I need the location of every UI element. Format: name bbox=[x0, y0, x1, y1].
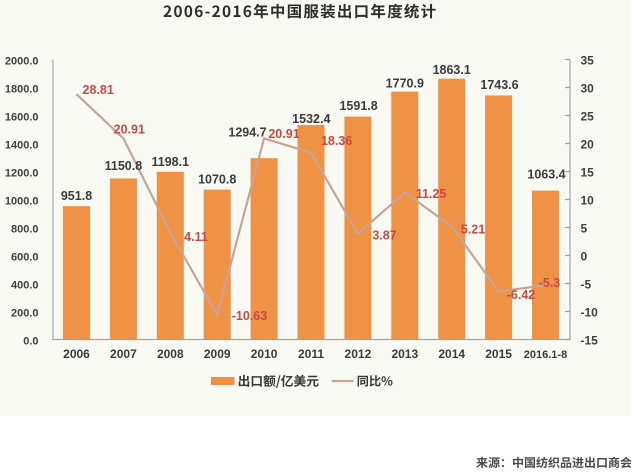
svg-text:800.0: 800.0 bbox=[11, 224, 39, 236]
svg-text:2009: 2009 bbox=[204, 347, 231, 361]
svg-text:1532.4: 1532.4 bbox=[292, 112, 330, 126]
svg-text:2011: 2011 bbox=[298, 347, 324, 361]
svg-text:1150.8: 1150.8 bbox=[105, 159, 143, 173]
svg-text:18.36: 18.36 bbox=[321, 134, 352, 148]
svg-text:1743.6: 1743.6 bbox=[480, 78, 518, 92]
svg-text:-10.63: -10.63 bbox=[232, 309, 267, 323]
svg-text:1600.0: 1600.0 bbox=[5, 112, 39, 124]
svg-text:20.91: 20.91 bbox=[268, 127, 299, 141]
svg-text:30: 30 bbox=[581, 82, 595, 96]
svg-text:5: 5 bbox=[581, 222, 588, 236]
svg-text:1198.1: 1198.1 bbox=[152, 155, 190, 169]
svg-text:2000.0: 2000.0 bbox=[5, 56, 39, 68]
svg-text:11.25: 11.25 bbox=[416, 187, 447, 201]
svg-text:2012: 2012 bbox=[345, 347, 372, 361]
svg-text:-5.3: -5.3 bbox=[539, 276, 561, 290]
svg-text:1294.7: 1294.7 bbox=[228, 126, 266, 140]
svg-text:1800.0: 1800.0 bbox=[5, 84, 39, 96]
svg-text:200.0: 200.0 bbox=[11, 308, 39, 320]
svg-text:400.0: 400.0 bbox=[11, 280, 39, 292]
svg-text:1063.4: 1063.4 bbox=[527, 168, 565, 182]
svg-text:28.81: 28.81 bbox=[83, 83, 114, 97]
svg-text:1070.8: 1070.8 bbox=[198, 173, 236, 187]
svg-text:-5: -5 bbox=[581, 278, 592, 292]
svg-text:0.0: 0.0 bbox=[23, 336, 38, 348]
svg-text:2015: 2015 bbox=[485, 347, 512, 361]
svg-text:2013: 2013 bbox=[391, 347, 418, 361]
svg-text:951.8: 951.8 bbox=[61, 189, 92, 203]
svg-text:1400.0: 1400.0 bbox=[5, 140, 39, 152]
svg-text:2010: 2010 bbox=[251, 347, 278, 361]
svg-text:3.87: 3.87 bbox=[372, 229, 396, 243]
svg-text:1770.9: 1770.9 bbox=[386, 77, 424, 91]
svg-text:-6.42: -6.42 bbox=[507, 288, 536, 302]
svg-text:35: 35 bbox=[581, 54, 595, 68]
svg-text:20: 20 bbox=[581, 138, 595, 152]
svg-text:-15: -15 bbox=[581, 334, 599, 348]
svg-text:2006: 2006 bbox=[63, 347, 90, 361]
svg-text:2016.1-8: 2016.1-8 bbox=[524, 349, 567, 361]
svg-text:-10: -10 bbox=[581, 306, 599, 320]
svg-text:25: 25 bbox=[581, 110, 595, 124]
svg-text:1000.0: 1000.0 bbox=[5, 196, 39, 208]
svg-text:1200.0: 1200.0 bbox=[5, 168, 39, 180]
svg-text:2008: 2008 bbox=[157, 347, 184, 361]
svg-text:600.0: 600.0 bbox=[11, 252, 39, 264]
svg-text:5.21: 5.21 bbox=[461, 223, 485, 237]
svg-text:4.11: 4.11 bbox=[184, 230, 208, 244]
svg-text:0: 0 bbox=[581, 250, 588, 264]
svg-text:1863.1: 1863.1 bbox=[433, 63, 471, 77]
svg-text:2014: 2014 bbox=[438, 347, 465, 361]
svg-text:10: 10 bbox=[581, 194, 595, 208]
svg-text:15: 15 bbox=[581, 166, 595, 180]
svg-text:1591.8: 1591.8 bbox=[339, 99, 377, 113]
svg-text:2007: 2007 bbox=[110, 347, 137, 361]
svg-text:20.91: 20.91 bbox=[114, 123, 145, 137]
